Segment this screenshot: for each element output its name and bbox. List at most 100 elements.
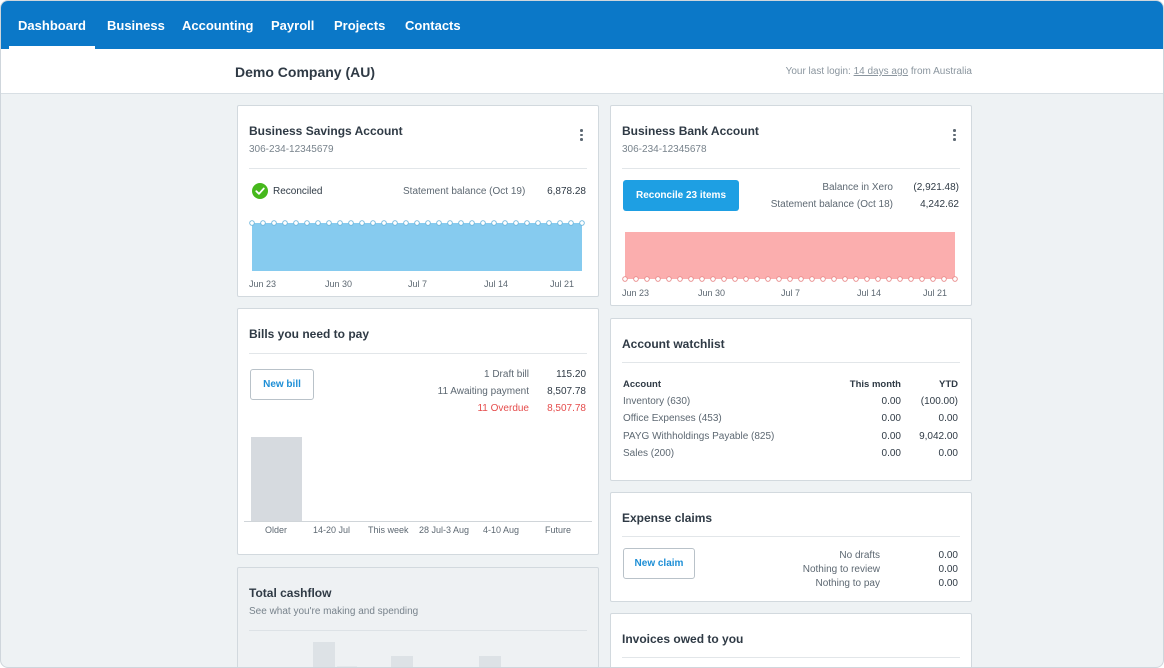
chart-point (699, 276, 705, 282)
chart-point (513, 220, 519, 226)
bills-title[interactable]: Bills you need to pay (249, 327, 370, 341)
chart-point (535, 220, 541, 226)
chart-point (568, 220, 574, 226)
bank-statement-value: 4,242.62 (920, 199, 959, 210)
nav-tab-business[interactable]: Business (107, 18, 165, 33)
chart-point (260, 220, 266, 226)
invoices-title[interactable]: Invoices owed to you (622, 632, 744, 646)
bank-menu-icon[interactable] (949, 128, 959, 142)
chart-point (886, 276, 892, 282)
watchlist-col-ytd: YTD (939, 379, 958, 390)
divider (622, 168, 960, 169)
savings-account-title[interactable]: Business Savings Account (249, 124, 403, 138)
chart-point (425, 220, 431, 226)
bank-account-number: 306-234-12345678 (622, 144, 707, 155)
company-header: Demo Company (AU) Your last login: 14 da… (1, 49, 1163, 94)
last-login-link[interactable]: 14 days ago (853, 66, 909, 77)
watchlist-account[interactable]: PAYG Withholdings Payable (825) (623, 431, 775, 442)
bills-category-label: 4-10 Aug (483, 525, 520, 535)
chart-point (458, 220, 464, 226)
nav-tab-projects[interactable]: Projects (334, 18, 386, 33)
chart-point (480, 220, 486, 226)
bills-draft-label[interactable]: 1 Draft bill (483, 369, 529, 380)
chart-point (710, 276, 716, 282)
expense-drafts-value: 0.00 (938, 550, 958, 561)
chart-point (524, 220, 530, 226)
nav-tab-accounting[interactable]: Accounting (182, 18, 254, 33)
watchlist-account[interactable]: Office Expenses (453) (623, 413, 722, 424)
cashflow-title[interactable]: Total cashflow (249, 586, 332, 600)
savings-menu-icon[interactable] (576, 128, 586, 142)
watchlist-account[interactable]: Inventory (630) (623, 396, 691, 407)
expense-pay-label[interactable]: Nothing to pay (815, 578, 881, 589)
divider (249, 353, 587, 354)
chart-point (655, 276, 661, 282)
chart-point (875, 276, 881, 282)
bills-draft-value: 115.20 (556, 369, 586, 380)
expense-review-label[interactable]: Nothing to review (802, 564, 880, 575)
chart-point (359, 220, 365, 226)
chart-point (381, 220, 387, 226)
savings-account-card: Business Savings Account 306-234-1234567… (237, 105, 599, 297)
new-bill-button[interactable]: New bill (250, 369, 314, 400)
chart-area (252, 223, 582, 271)
nav-tab-payroll[interactable]: Payroll (271, 18, 315, 33)
bills-awaiting-value: 8,507.78 (547, 386, 586, 397)
bank-x-label: Jul 14 (857, 288, 882, 298)
watchlist-col-account: Account (623, 379, 661, 390)
chart-point (491, 220, 497, 226)
chart-point (919, 276, 925, 282)
chart-point (666, 276, 672, 282)
watchlist-account[interactable]: Sales (200) (623, 448, 675, 459)
divider (622, 362, 960, 363)
bills-overdue-label[interactable]: 11 Overdue (477, 403, 529, 414)
chart-point (831, 276, 837, 282)
savings-x-label: Jun 23 (249, 279, 277, 289)
bank-account-title[interactable]: Business Bank Account (622, 124, 759, 138)
bank-x-label: Jun 23 (622, 288, 650, 298)
chart-point (622, 276, 628, 282)
chart-point (293, 220, 299, 226)
chart-point (930, 276, 936, 282)
bills-axis-line (244, 521, 592, 522)
chart-point (743, 276, 749, 282)
savings-account-number: 306-234-12345679 (249, 144, 334, 155)
nav-tab-contacts[interactable]: Contacts (405, 18, 461, 33)
chart-point (820, 276, 826, 282)
new-claim-button[interactable]: New claim (623, 548, 695, 579)
cashflow-card: Total cashflow See what you're making an… (237, 567, 599, 667)
watchlist-ytd: 9,042.00 (919, 431, 958, 442)
chart-point (633, 276, 639, 282)
watchlist-month: 0.00 (881, 396, 901, 407)
last-login-suffix: from Australia (908, 66, 972, 77)
last-login: Your last login: 14 days ago from Austra… (786, 66, 972, 77)
reconciled-check-icon (252, 183, 268, 199)
chart-point (579, 220, 585, 226)
watchlist-ytd: (100.00) (920, 396, 958, 407)
chart-point (469, 220, 475, 226)
bills-older-bar[interactable] (251, 437, 302, 521)
expense-claims-title[interactable]: Expense claims (622, 511, 713, 525)
chart-point (908, 276, 914, 282)
chart-point (787, 276, 793, 282)
savings-x-label: Jul 7 (408, 279, 428, 289)
chart-point (348, 220, 354, 226)
expense-drafts-label[interactable]: No drafts (839, 550, 880, 561)
chart-point (864, 276, 870, 282)
savings-balance-chart (249, 220, 585, 271)
expense-review-value: 0.00 (938, 564, 958, 575)
chart-point (546, 220, 552, 226)
chart-point (754, 276, 760, 282)
watchlist-title[interactable]: Account watchlist (622, 337, 725, 351)
chart-point (798, 276, 804, 282)
reconciled-status: Reconciled (273, 186, 323, 197)
bills-awaiting-label[interactable]: 11 Awaiting payment (437, 386, 529, 397)
chart-point (502, 220, 508, 226)
savings-x-label: Jun 30 (325, 279, 353, 289)
chart-point (337, 220, 343, 226)
nav-tab-dashboard[interactable]: Dashboard (9, 1, 95, 49)
reconcile-button[interactable]: Reconcile 23 items (623, 180, 739, 211)
divider (622, 536, 960, 537)
chart-point (282, 220, 288, 226)
